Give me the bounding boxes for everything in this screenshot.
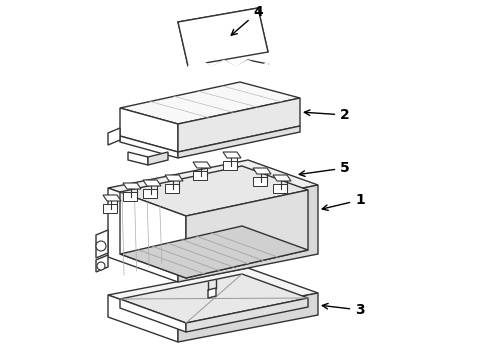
Polygon shape bbox=[120, 136, 178, 158]
Polygon shape bbox=[120, 108, 178, 152]
Polygon shape bbox=[120, 299, 186, 332]
Polygon shape bbox=[120, 166, 308, 216]
Polygon shape bbox=[148, 152, 168, 165]
Polygon shape bbox=[165, 184, 179, 193]
Polygon shape bbox=[108, 268, 318, 320]
Polygon shape bbox=[253, 168, 271, 174]
Polygon shape bbox=[178, 8, 268, 66]
Polygon shape bbox=[108, 160, 318, 213]
Polygon shape bbox=[123, 183, 141, 189]
Polygon shape bbox=[253, 177, 267, 186]
Polygon shape bbox=[186, 190, 308, 278]
Polygon shape bbox=[103, 195, 121, 201]
Polygon shape bbox=[208, 288, 216, 298]
Polygon shape bbox=[120, 274, 308, 323]
Text: 1: 1 bbox=[322, 193, 365, 210]
Circle shape bbox=[96, 241, 106, 251]
Polygon shape bbox=[96, 255, 108, 272]
Polygon shape bbox=[108, 128, 120, 145]
Polygon shape bbox=[103, 204, 117, 213]
Polygon shape bbox=[178, 293, 318, 342]
Text: 3: 3 bbox=[322, 303, 365, 317]
Polygon shape bbox=[143, 189, 157, 198]
Polygon shape bbox=[120, 82, 300, 124]
Text: 2: 2 bbox=[304, 108, 350, 122]
Polygon shape bbox=[143, 180, 161, 186]
Text: 4: 4 bbox=[231, 5, 263, 35]
Polygon shape bbox=[188, 60, 268, 72]
Polygon shape bbox=[120, 226, 308, 278]
Polygon shape bbox=[273, 175, 291, 181]
Polygon shape bbox=[186, 298, 308, 332]
Polygon shape bbox=[193, 171, 207, 180]
Polygon shape bbox=[120, 192, 186, 278]
Polygon shape bbox=[165, 175, 183, 181]
Polygon shape bbox=[123, 192, 137, 201]
Polygon shape bbox=[178, 126, 300, 158]
Polygon shape bbox=[96, 230, 108, 258]
Circle shape bbox=[97, 262, 105, 270]
Polygon shape bbox=[128, 152, 148, 165]
Polygon shape bbox=[223, 152, 241, 158]
Polygon shape bbox=[193, 162, 211, 168]
Polygon shape bbox=[108, 188, 178, 282]
Text: 5: 5 bbox=[299, 161, 350, 176]
Polygon shape bbox=[223, 161, 237, 170]
Polygon shape bbox=[178, 185, 318, 282]
Polygon shape bbox=[178, 98, 300, 152]
Polygon shape bbox=[108, 295, 178, 342]
Polygon shape bbox=[273, 184, 287, 193]
